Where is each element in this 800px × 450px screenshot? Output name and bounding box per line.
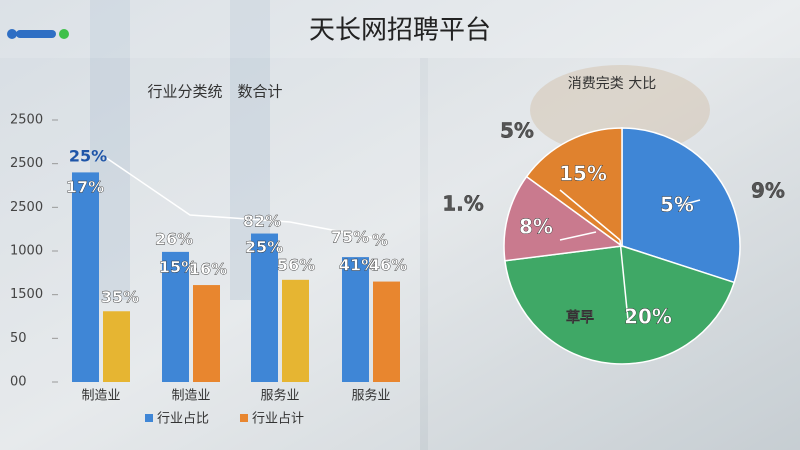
data-label: 41%: [339, 256, 377, 275]
legend-label: 行业占计: [252, 412, 304, 427]
leader-line: [559, 231, 597, 241]
data-label: 1.%: [442, 192, 484, 216]
header-bar: [0, 0, 800, 58]
x-tick-label: 制造业: [171, 389, 210, 404]
leader-line: [619, 239, 629, 321]
y-tick-label: 00: [10, 375, 27, 390]
trend-line: [104, 156, 386, 241]
data-label: 26%: [155, 230, 193, 249]
chart-title: 行业分类统 数合计: [147, 83, 282, 101]
chart-title: 消费完类 大比: [568, 76, 656, 92]
x-tick-label: 制造业: [81, 389, 120, 404]
bar: [342, 257, 369, 382]
legend-swatch: [145, 414, 153, 422]
y-tick-label: 2500: [10, 200, 43, 215]
y-tick-label: 2500: [10, 156, 43, 171]
bar: [373, 281, 400, 382]
pie-slice: [503, 175, 624, 262]
leader-line: [677, 199, 701, 207]
bar: [162, 251, 189, 382]
data-label: 56%: [277, 256, 315, 275]
window-dot: [59, 29, 69, 39]
pie-slice: [525, 127, 623, 248]
x-tick-label: 服务业: [260, 388, 299, 404]
y-tick-label: 1000: [10, 244, 43, 259]
data-label: 9%: [751, 179, 785, 203]
data-label: 15%: [159, 258, 197, 277]
bar: [282, 279, 309, 382]
window-dot: [7, 29, 17, 39]
data-label: 25%: [245, 238, 283, 257]
y-tick-label: 50: [10, 331, 27, 346]
page-title: 天长网招聘平台: [309, 16, 491, 46]
bar-panel: [0, 58, 420, 450]
legend-swatch: [240, 414, 248, 422]
data-label: 75%: [331, 228, 369, 247]
data-label: %: [372, 231, 388, 250]
y-tick-label: 1500: [10, 287, 43, 302]
pie-slice: [504, 245, 736, 365]
window-bar: [16, 30, 56, 38]
x-tick-label: 服务业: [351, 388, 390, 404]
data-label: 20%: [624, 305, 672, 329]
data-label: 35%: [101, 288, 139, 307]
legend-label: 行业占比: [157, 412, 209, 427]
data-label: 17%: [66, 178, 104, 197]
y-tick-label: 2500: [10, 113, 43, 128]
data-label: 82%: [243, 212, 281, 231]
bar: [251, 233, 278, 382]
bar: [103, 311, 130, 382]
data-label: 5%: [500, 119, 534, 143]
data-label: 25%: [69, 147, 107, 166]
bar: [193, 285, 220, 382]
data-label: 46%: [369, 256, 407, 275]
data-label: 16%: [189, 260, 227, 279]
data-label: 15%: [559, 162, 607, 186]
data-label: 5%: [660, 193, 694, 217]
bar: [72, 172, 99, 382]
leader-line: [559, 189, 621, 241]
data-label: 8%: [519, 215, 553, 239]
data-label: 草早: [566, 309, 594, 326]
bg-shape: [530, 65, 710, 155]
